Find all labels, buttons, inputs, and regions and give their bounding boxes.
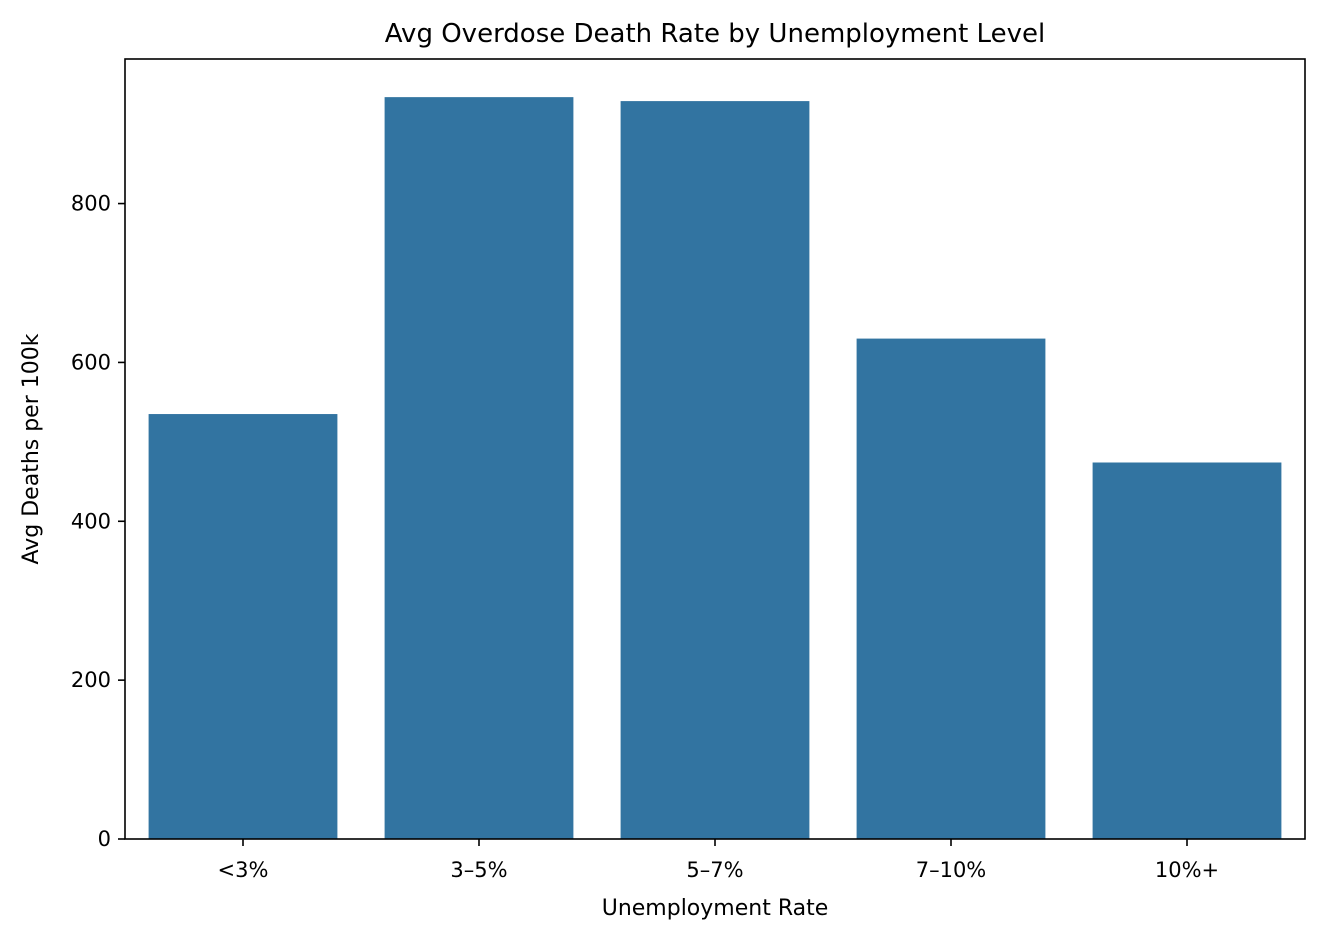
y-tick-label: 600 [71,350,111,374]
y-tick-label: 400 [71,509,111,533]
y-tick-label: 0 [98,827,111,851]
y-tick-label: 200 [71,668,111,692]
y-axis-label: Avg Deaths per 100k [19,333,44,564]
bar-5 [1092,462,1282,839]
bar-1 [148,414,338,839]
x-tick-label: 10%+ [1155,858,1219,882]
bars-group [148,97,1282,839]
bar-2 [384,97,574,839]
x-tick-label: <3% [218,858,269,882]
chart-title: Avg Overdose Death Rate by Unemployment … [385,19,1045,49]
x-tick-label: 5–7% [686,858,743,882]
bar-4 [856,338,1046,839]
plot-frame [124,58,1306,840]
x-axis-ticks: <3% 3–5% 5–7% 7–10% 10%+ [218,839,1219,882]
bar-3 [620,101,810,839]
y-tick-label: 800 [71,192,111,216]
x-axis-label: Unemployment Rate [602,896,829,921]
x-tick-label: 7–10% [916,858,987,882]
y-axis-ticks: 0 200 400 600 800 [71,192,125,851]
x-tick-label: 3–5% [450,858,507,882]
